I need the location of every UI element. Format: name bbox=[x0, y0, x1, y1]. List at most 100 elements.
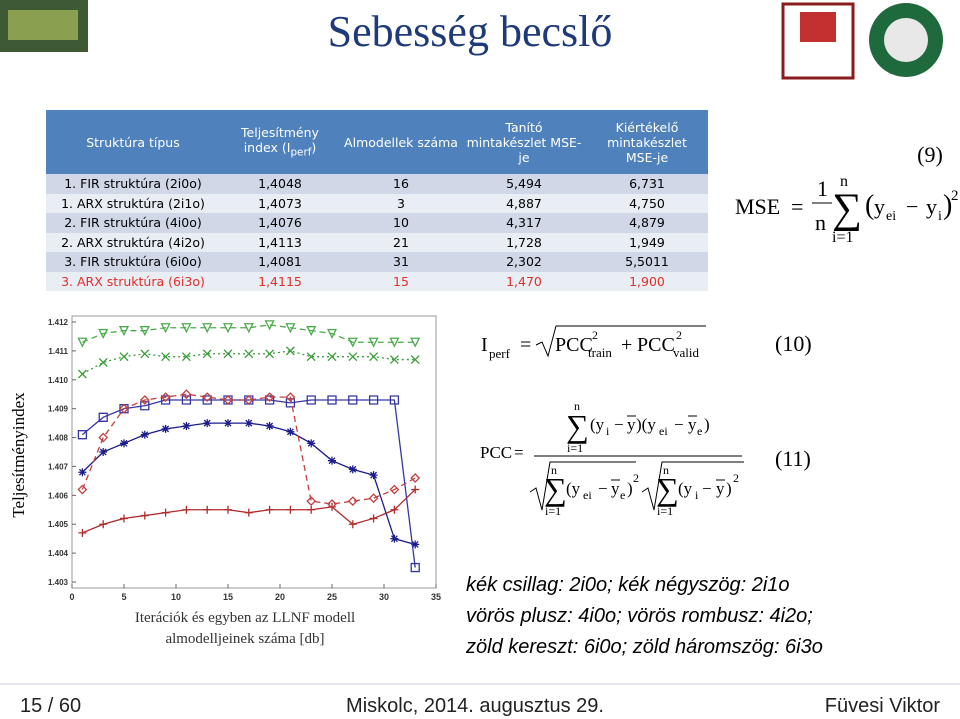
data-marker bbox=[285, 392, 296, 403]
formula-text: 2 bbox=[951, 188, 959, 204]
formula-text: e bbox=[697, 424, 702, 438]
table-cell: 1,4113 bbox=[220, 232, 340, 252]
data-marker bbox=[139, 395, 150, 405]
formula-text: n bbox=[551, 463, 557, 477]
formula-text: (y bbox=[590, 415, 605, 434]
formula-text: valid bbox=[673, 345, 699, 360]
table-cell: 1. FIR struktúra (2i0o) bbox=[46, 174, 220, 194]
data-marker bbox=[222, 323, 234, 334]
formula-text: y bbox=[688, 415, 697, 434]
data-marker bbox=[118, 326, 130, 337]
logo-shield bbox=[800, 12, 836, 42]
data-marker bbox=[265, 349, 275, 359]
data-marker bbox=[78, 468, 87, 477]
table-cell: 10 bbox=[340, 213, 462, 233]
formula-pcc: PCC = (11) n ∑ i=1 (y i − y )(y ei − y e… bbox=[480, 399, 811, 518]
data-marker bbox=[265, 505, 274, 514]
data-marker bbox=[77, 369, 87, 379]
table-cell: 2. ARX struktúra (4i2o) bbox=[46, 232, 220, 252]
formula-text: perf bbox=[489, 346, 511, 361]
data-marker bbox=[78, 528, 87, 537]
legend-text: vörös plusz: 4i0o; vörös rombusz: 4i2o; bbox=[466, 605, 813, 627]
x-axis-title: Iterációk és egyben az LLNF modell bbox=[135, 610, 355, 626]
data-marker bbox=[369, 514, 378, 523]
results-table: Struktúra típus Teljesítmény index (Iperf… bbox=[46, 110, 708, 291]
formula-text: ) bbox=[726, 479, 732, 498]
x-tick-label: 5 bbox=[121, 592, 126, 602]
formula-text: + bbox=[621, 334, 632, 356]
data-marker bbox=[140, 430, 149, 439]
data-marker bbox=[368, 395, 379, 405]
formula-number: (9) bbox=[917, 142, 943, 167]
formula-text: i=1 bbox=[545, 504, 561, 518]
footer-date: Miskolc, 2014. augusztus 29. bbox=[346, 695, 604, 717]
data-marker bbox=[224, 419, 232, 428]
table-cell: 21 bbox=[340, 232, 462, 252]
formula-text: ( bbox=[865, 190, 874, 221]
data-marker bbox=[99, 520, 108, 529]
data-marker bbox=[348, 395, 358, 405]
data-marker bbox=[120, 439, 128, 448]
data-marker bbox=[244, 419, 253, 428]
data-marker bbox=[223, 395, 233, 405]
y-tick-label: 1.407 bbox=[48, 462, 69, 471]
data-marker bbox=[264, 395, 275, 405]
data-marker bbox=[98, 328, 109, 340]
table-cell: 3 bbox=[340, 193, 462, 213]
formula-text: ei bbox=[659, 424, 668, 438]
data-marker bbox=[369, 471, 378, 480]
x-tick-label: 10 bbox=[171, 592, 181, 602]
x-axis-title: almodelljeinek száma [db] bbox=[165, 631, 324, 647]
slide-title: Sebesség becslő bbox=[328, 7, 613, 56]
formula-text: i bbox=[938, 209, 942, 224]
formula-text: ) bbox=[627, 479, 633, 498]
sqrt-sign bbox=[535, 325, 706, 358]
data-marker bbox=[98, 412, 108, 422]
x-tick-label: 35 bbox=[431, 592, 441, 602]
formula-text: PCC bbox=[637, 334, 675, 356]
table-cell: 1,470 bbox=[462, 271, 586, 291]
table-cell: 4,750 bbox=[586, 193, 708, 213]
table-row: 3. FIR struktúra (6i0o) 1,4081 31 2,302 5,50… bbox=[46, 252, 708, 272]
data-marker bbox=[348, 520, 357, 529]
data-marker bbox=[327, 352, 337, 362]
faculty-logo-inner bbox=[884, 18, 928, 62]
y-tick-label: 1.408 bbox=[48, 434, 69, 443]
data-marker bbox=[390, 505, 399, 514]
data-marker bbox=[348, 352, 358, 362]
formula-text: i=1 bbox=[657, 504, 673, 518]
table-cell: 3. ARX struktúra (6i3o) bbox=[46, 271, 220, 291]
table-cell: 31 bbox=[340, 252, 462, 272]
data-marker bbox=[223, 395, 233, 405]
plot-area bbox=[71, 315, 437, 589]
formula-text: − bbox=[598, 479, 608, 498]
data-marker bbox=[244, 508, 253, 517]
data-marker bbox=[410, 337, 421, 348]
data-marker bbox=[161, 508, 170, 517]
data-marker bbox=[161, 352, 171, 362]
data-marker bbox=[181, 389, 192, 400]
data-marker bbox=[119, 403, 129, 414]
table-header-cell: Almodellek száma bbox=[340, 110, 462, 174]
formula-text: − bbox=[674, 415, 684, 434]
data-marker bbox=[244, 349, 254, 359]
formula-text: n bbox=[574, 399, 580, 413]
formula-text: ∑ bbox=[832, 186, 862, 232]
formula-text: = bbox=[514, 443, 524, 462]
data-marker bbox=[306, 496, 317, 507]
formula-text: n bbox=[815, 210, 826, 235]
formula-text: 2 bbox=[592, 328, 598, 342]
data-marker bbox=[264, 320, 275, 331]
series-line bbox=[81, 399, 416, 568]
table-cell: 1,900 bbox=[586, 271, 708, 291]
footer-author: Füvesi Viktor bbox=[825, 695, 941, 717]
formula-text: 2 bbox=[676, 328, 682, 342]
data-marker bbox=[140, 511, 149, 520]
table-header-cell: Struktúra típus bbox=[46, 110, 220, 174]
formula-text: − bbox=[702, 479, 712, 498]
data-marker bbox=[182, 505, 191, 514]
data-marker bbox=[202, 395, 212, 405]
data-marker bbox=[390, 534, 399, 543]
data-marker bbox=[328, 456, 336, 465]
data-marker bbox=[265, 422, 274, 430]
